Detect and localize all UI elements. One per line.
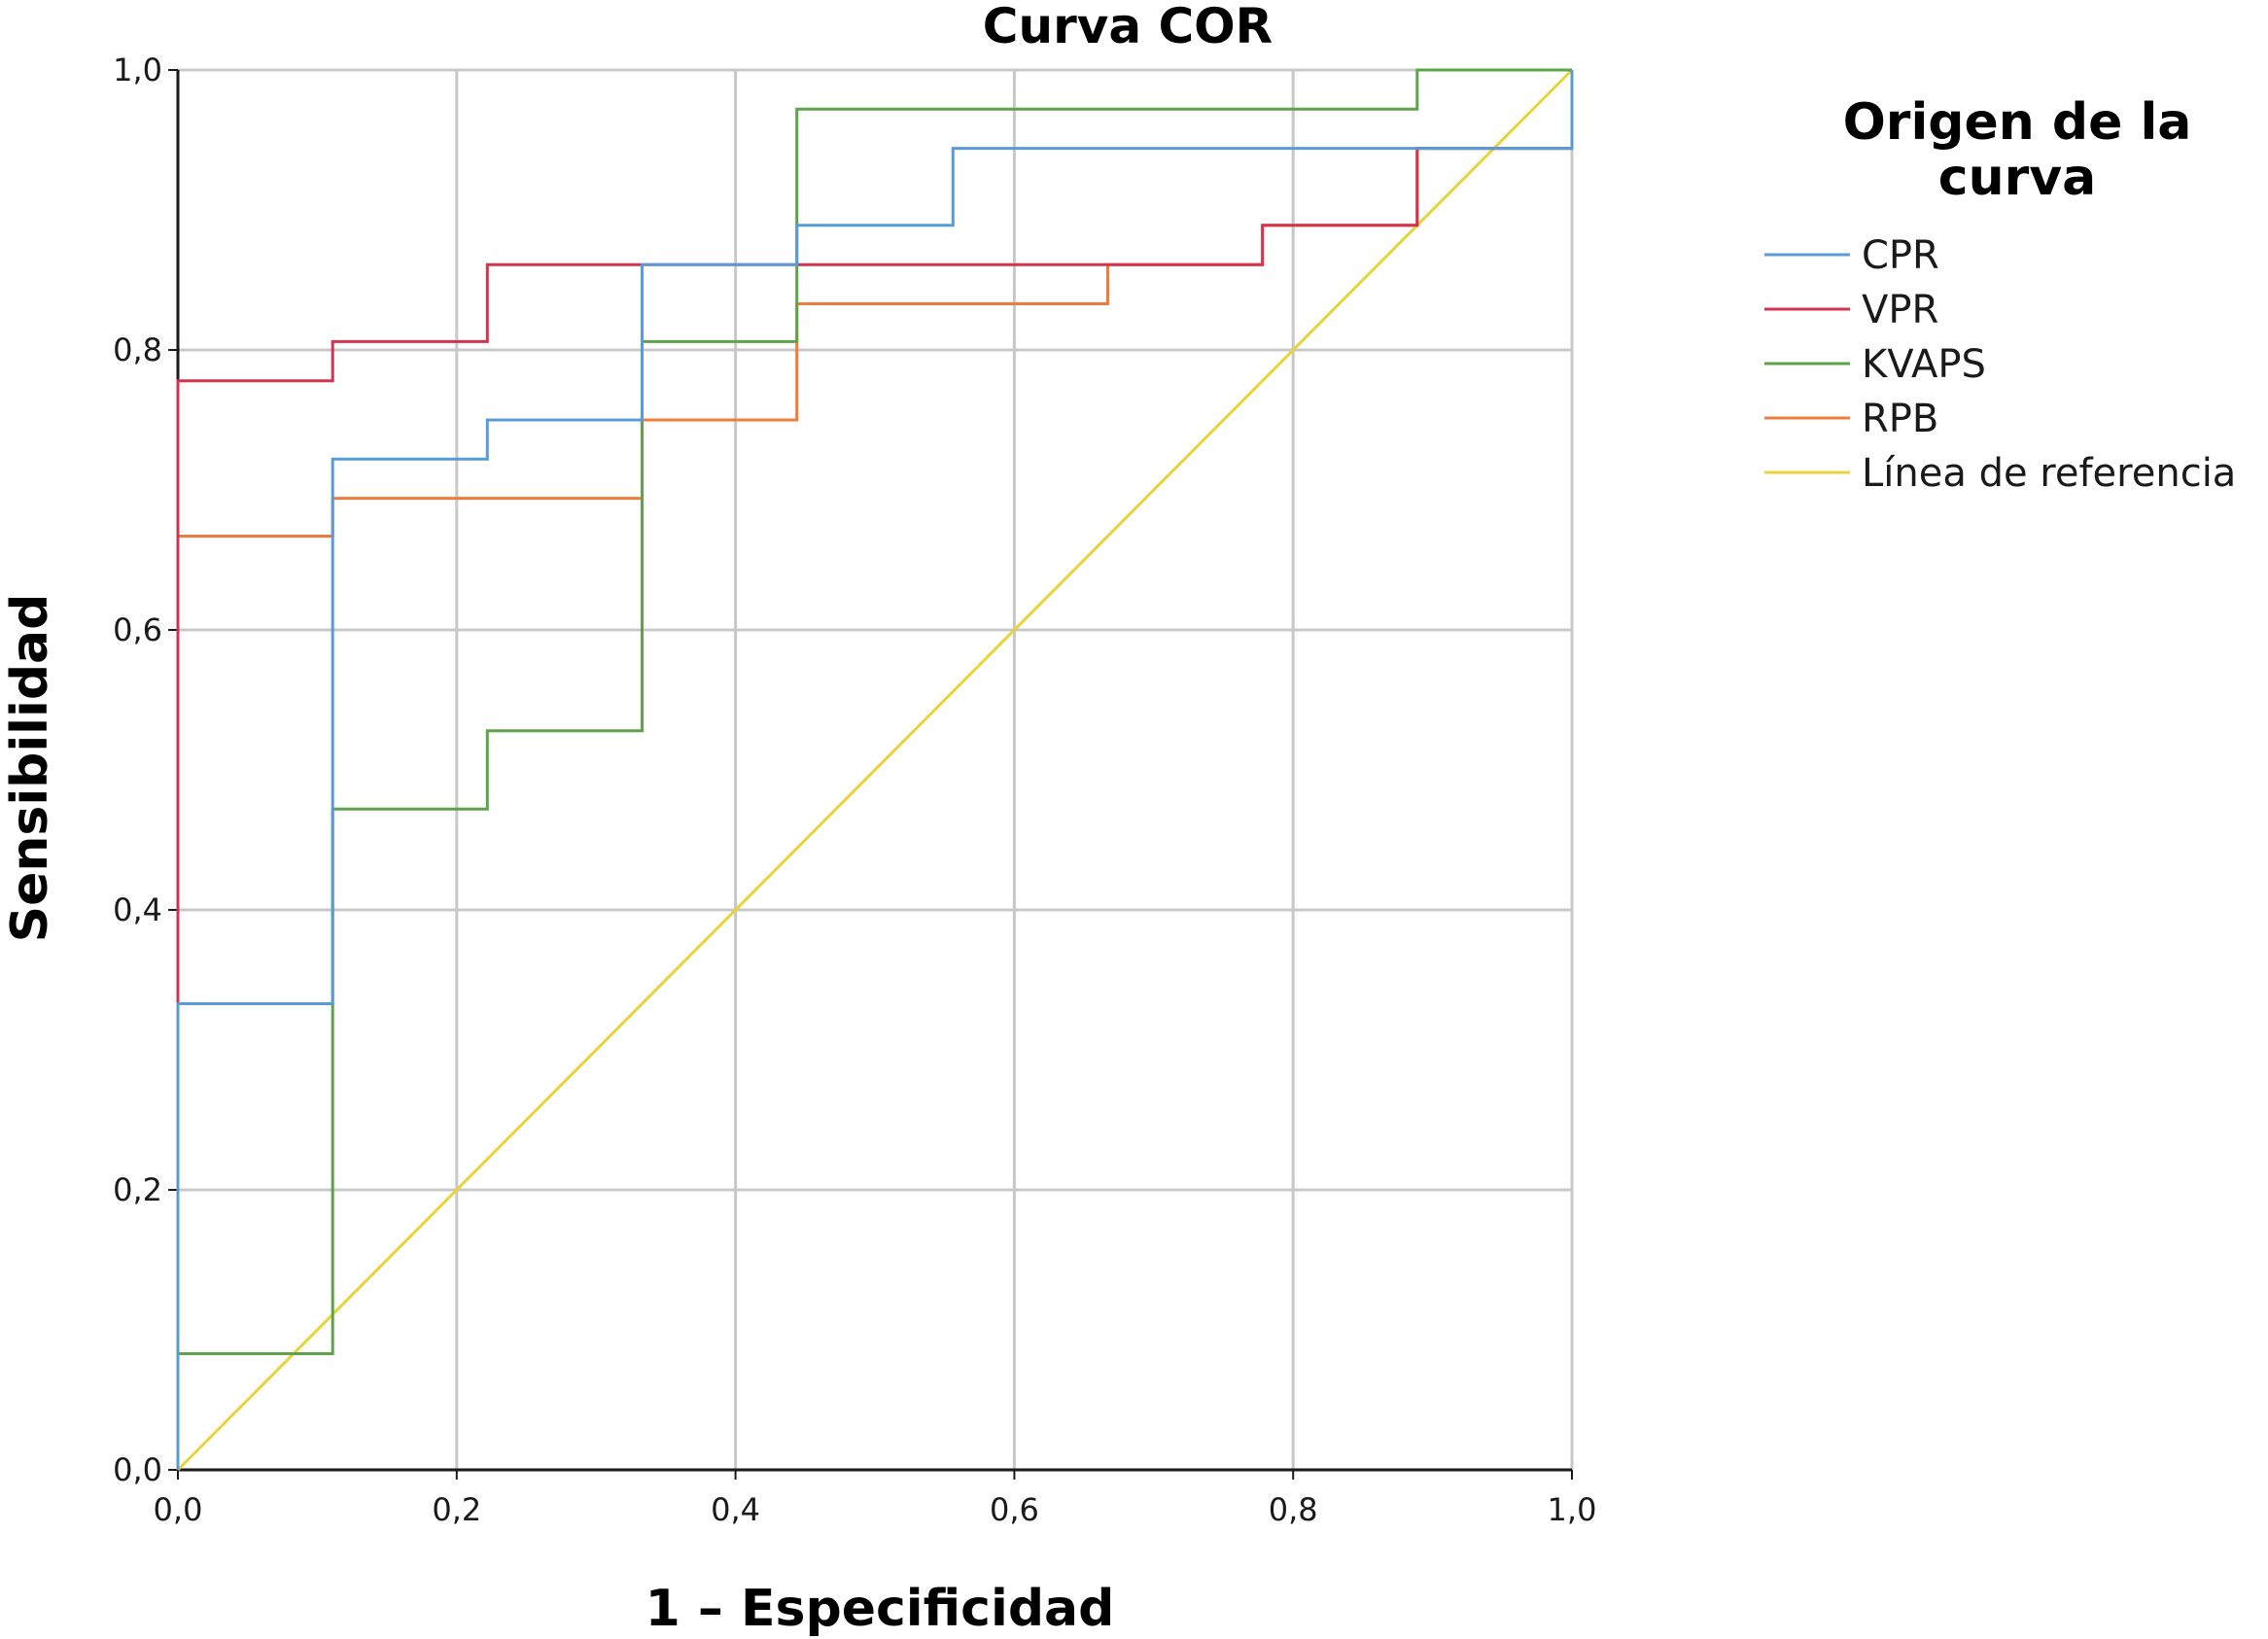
grid	[178, 68, 1574, 1470]
legend-label-vpr: VPR	[1862, 288, 1938, 332]
y-tick-label: 0,8	[113, 331, 162, 368]
legend: Origen de la curva CPR VPR KVAPS RPB Línea d…	[1764, 93, 2236, 496]
legend-label-cpr: CPR	[1862, 233, 1939, 278]
x-axis-title: 1 – Especificidad	[646, 1580, 1115, 1638]
series-lines	[176, 68, 1574, 1472]
legend-items: CPR VPR KVAPS RPB Línea de referencia	[1764, 233, 2236, 496]
legend-title-line-2: curva	[1938, 149, 2096, 207]
x-tick-label: 0,4	[711, 1491, 760, 1528]
x-axis-ticks: 0,0 0,2 0,4 0,6 0,8 1,0	[154, 1470, 1597, 1528]
series-line-linea-de-referencia	[176, 68, 1574, 1472]
legend-label-linea-de-referencia: Línea de referencia	[1862, 451, 2236, 496]
y-axis-title: Sensibilidad	[1, 594, 59, 943]
y-axis-ticks: 0,0 0,2 0,4 0,6 0,8 1,0	[113, 52, 178, 1488]
y-tick-label: 0,4	[113, 891, 162, 928]
x-tick-label: 0,6	[990, 1491, 1039, 1528]
y-tick-label: 0,6	[113, 611, 162, 648]
y-tick-label: 0,0	[113, 1451, 162, 1488]
legend-label-kvaps: KVAPS	[1862, 342, 1986, 387]
x-tick-label: 0,0	[154, 1491, 203, 1528]
legend-title-line-1: Origen de la	[1843, 93, 2192, 152]
legend-label-rpb: RPB	[1862, 397, 1938, 441]
series-line-kvaps	[176, 68, 1572, 1470]
chart-title: Curva COR	[983, 0, 1273, 54]
y-tick-label: 1,0	[113, 52, 162, 88]
y-tick-label: 0,2	[113, 1171, 162, 1208]
x-tick-label: 1,0	[1548, 1491, 1597, 1528]
x-tick-label: 0,8	[1269, 1491, 1318, 1528]
series-line-cpr	[176, 70, 1574, 1470]
x-tick-label: 0,2	[432, 1491, 481, 1528]
